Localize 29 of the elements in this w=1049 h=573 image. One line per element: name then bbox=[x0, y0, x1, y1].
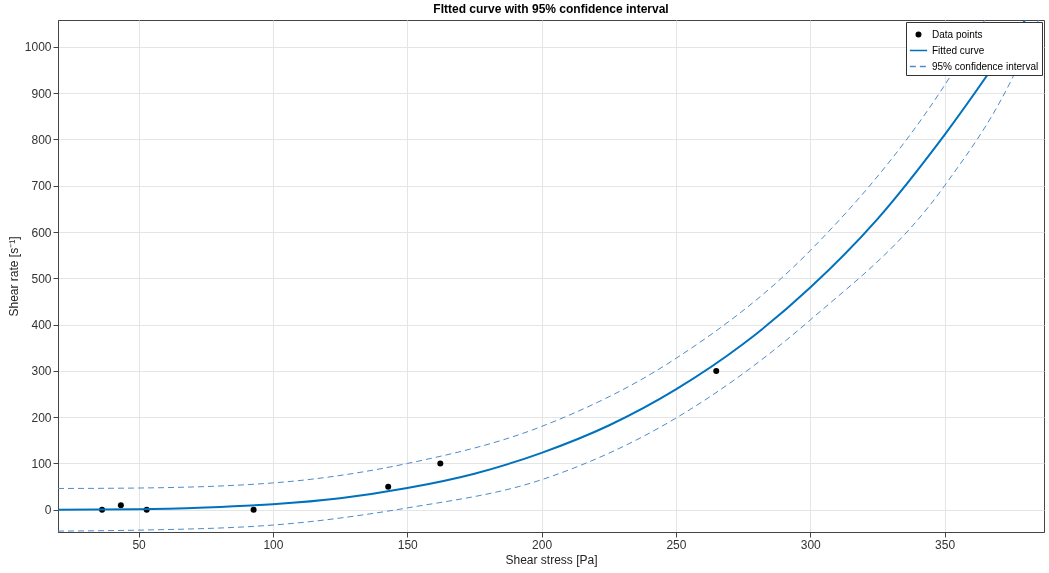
point bbox=[117, 502, 124, 509]
point bbox=[385, 483, 392, 490]
chart-title: FItted curve with 95% confidence interval bbox=[433, 2, 669, 16]
y-tick-label: 1000 bbox=[24, 40, 52, 55]
y-tick-label: 700 bbox=[31, 179, 52, 194]
x-tick-label: 150 bbox=[397, 537, 419, 552]
y-axis-title: Shear rate [s⁻¹] bbox=[6, 236, 21, 317]
y-tick-label: 100 bbox=[31, 456, 52, 471]
point bbox=[250, 506, 257, 513]
legend-label: Data points bbox=[932, 28, 983, 40]
y-tick-label: 0 bbox=[44, 503, 52, 518]
y-tick-label: 900 bbox=[31, 86, 52, 101]
x-tick-label: 300 bbox=[800, 537, 822, 552]
point bbox=[713, 367, 720, 374]
x-axis-title: Shear stress [Pa] bbox=[505, 552, 598, 567]
y-tick-label: 300 bbox=[31, 364, 52, 379]
y-tick-label: 600 bbox=[31, 225, 52, 240]
x-tick-label: 50 bbox=[132, 537, 147, 552]
x-tick-label: 200 bbox=[532, 537, 553, 552]
y-tick-label: 500 bbox=[31, 271, 52, 286]
x-tick-label: 250 bbox=[666, 537, 687, 552]
y-tick-label: 800 bbox=[31, 132, 52, 147]
y-tick-label: 200 bbox=[31, 410, 52, 425]
x-tick-label: 100 bbox=[263, 537, 284, 552]
legend-label: 95% confidence interval bbox=[932, 60, 1039, 72]
legend-label: Fitted curve bbox=[932, 44, 985, 56]
point bbox=[437, 460, 444, 467]
y-tick-label: 400 bbox=[31, 318, 52, 333]
x-tick-label: 350 bbox=[935, 537, 956, 552]
